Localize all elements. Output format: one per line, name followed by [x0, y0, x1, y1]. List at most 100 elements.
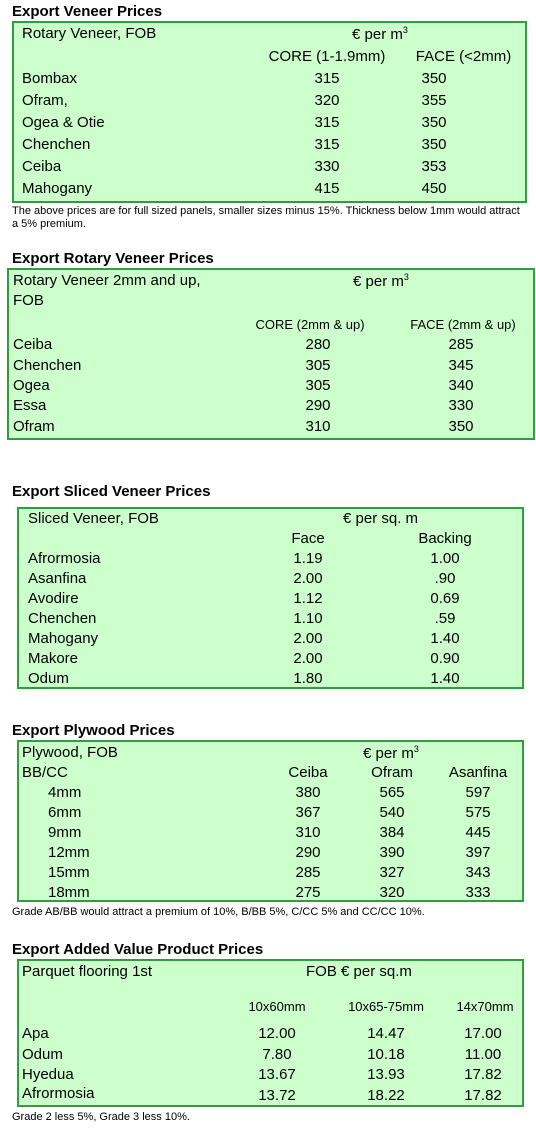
- sliced-row-name: Afrormosia: [28, 550, 101, 567]
- added-value-row-14x70: 17.82: [464, 1066, 502, 1083]
- rotary-row-core: 305: [305, 357, 331, 374]
- rotary-product-label-line1: Rotary Veneer 2mm and up,: [13, 272, 201, 289]
- added-value-row-10x60: 13.67: [258, 1066, 296, 1083]
- added-value-row-10x65-75: 10.18: [367, 1046, 405, 1063]
- sliced-col-header-face: Face: [291, 530, 325, 547]
- sliced-row-backing: .59: [434, 610, 456, 627]
- veneer-row-core: 315: [314, 114, 340, 131]
- veneer-row-name: Bombax: [22, 70, 78, 87]
- veneer-row-name: Ogea & Otie: [22, 114, 105, 131]
- sliced-price-box: [17, 507, 524, 689]
- rotary-product-label-line2: FOB: [13, 292, 44, 309]
- veneer-price-box: [12, 21, 527, 203]
- plywood-row-ofram: 540: [379, 804, 405, 821]
- plywood-row-asanfina: 575: [465, 804, 491, 821]
- added-value-row-name: Odum: [22, 1046, 63, 1063]
- section-title-veneer: Export Veneer Prices: [12, 3, 163, 20]
- plywood-unit-label: € per m3: [363, 744, 419, 762]
- rotary-row-name: Essa: [13, 397, 47, 414]
- sliced-row-backing: 1.40: [430, 670, 460, 687]
- veneer-col-header-face: FACE (<2mm): [415, 48, 512, 65]
- added-value-footnote: Grade 2 less 5%, Grade 3 less 10%.: [12, 1111, 190, 1123]
- plywood-row-thickness: 6mm: [48, 804, 82, 821]
- veneer-row-face: 355: [421, 92, 447, 109]
- plywood-row-asanfina: 397: [465, 844, 491, 861]
- veneer-product-label: Rotary Veneer, FOB: [22, 25, 157, 42]
- rotary-row-core: 310: [305, 418, 331, 435]
- added-value-row-name: Hyedua: [22, 1066, 74, 1083]
- added-value-row-name: Apa: [22, 1025, 49, 1042]
- rotary-row-face: 330: [448, 397, 474, 414]
- plywood-product-label: Plywood, FOB: [22, 744, 118, 761]
- veneer-row-face: 350: [421, 136, 447, 153]
- sliced-unit-label: € per sq. m: [343, 510, 419, 527]
- plywood-row-thickness: 9mm: [48, 824, 82, 841]
- sliced-row-face: 2.00: [293, 650, 323, 667]
- plywood-row-ofram: 384: [379, 824, 405, 841]
- added-value-row-10x65-75: 18.22: [367, 1087, 405, 1104]
- veneer-row-name: Mahogany: [22, 180, 93, 197]
- plywood-row-thickness: 4mm: [48, 784, 82, 801]
- added-value-row-10x65-75: 14.47: [367, 1025, 405, 1042]
- sliced-col-header-backing: Backing: [418, 530, 472, 547]
- sliced-row-name: Asanfina: [28, 570, 87, 587]
- added-value-row-10x60: 7.80: [262, 1046, 292, 1063]
- plywood-row-thickness: 15mm: [48, 864, 90, 881]
- plywood-price-box: [17, 740, 524, 902]
- sliced-product-label: Sliced Veneer, FOB: [28, 510, 159, 527]
- plywood-row-asanfina: 333: [465, 884, 491, 901]
- sliced-row-face: 2.00: [293, 570, 323, 587]
- plywood-row-ofram: 390: [379, 844, 405, 861]
- veneer-unit-label: € per m3: [352, 25, 408, 43]
- plywood-row-asanfina: 445: [465, 824, 491, 841]
- plywood-col-header-ceiba: Ceiba: [288, 764, 328, 781]
- added-value-unit-label: FOB € per sq.m: [306, 963, 412, 980]
- added-value-row-10x60: 12.00: [258, 1025, 296, 1042]
- veneer-row-name: Chenchen: [22, 136, 91, 153]
- veneer-row-name: Ceiba: [22, 158, 62, 175]
- rotary-price-box: [7, 268, 535, 440]
- rotary-row-face: 285: [448, 336, 474, 353]
- sliced-row-face: 1.10: [293, 610, 323, 627]
- plywood-row-ofram: 320: [379, 884, 405, 901]
- rotary-row-name: Chenchen: [13, 357, 82, 374]
- section-title-plywood: Export Plywood Prices: [12, 722, 175, 739]
- sliced-row-name: Odum: [28, 670, 69, 687]
- plywood-row-ceiba: 380: [295, 784, 321, 801]
- plywood-row-ceiba: 275: [295, 884, 321, 901]
- plywood-row-asanfina: 343: [465, 864, 491, 881]
- added-value-row-name: Afrormosia: [22, 1085, 95, 1102]
- veneer-row-face: 350: [421, 70, 447, 87]
- sliced-row-face: 1.80: [293, 670, 323, 687]
- plywood-footnote: Grade AB/BB would attract a premium of 1…: [12, 906, 425, 918]
- sliced-row-backing: 0.90: [430, 650, 460, 667]
- veneer-row-face: 450: [421, 180, 447, 197]
- sliced-row-name: Chenchen: [28, 610, 97, 627]
- added-value-row-14x70: 17.00: [464, 1025, 502, 1042]
- plywood-col-header-ofram: Ofram: [371, 764, 413, 781]
- sliced-row-face: 1.19: [293, 550, 323, 567]
- added-value-col-header-14x70: 14x70mm: [456, 999, 514, 1014]
- veneer-row-core: 330: [314, 158, 340, 175]
- rotary-row-face: 340: [448, 377, 474, 394]
- plywood-row-asanfina: 597: [465, 784, 491, 801]
- veneer-row-face: 353: [421, 158, 447, 175]
- sliced-row-backing: 1.40: [430, 630, 460, 647]
- sliced-row-face: 2.00: [293, 630, 323, 647]
- plywood-row-ofram: 565: [379, 784, 405, 801]
- added-value-row-10x65-75: 13.93: [367, 1066, 405, 1083]
- rotary-row-core: 280: [305, 336, 331, 353]
- veneer-row-core: 315: [314, 136, 340, 153]
- added-value-col-header-10x65-75: 10x65-75mm: [348, 999, 424, 1014]
- rotary-col-header-core: CORE (2mm & up): [255, 317, 365, 332]
- added-value-row-14x70: 17.82: [464, 1087, 502, 1104]
- rotary-row-face: 350: [448, 418, 474, 435]
- rotary-row-name: Ceiba: [13, 336, 53, 353]
- sliced-row-name: Avodire: [28, 590, 79, 607]
- plywood-col-header-asanfina: Asanfina: [448, 764, 508, 781]
- section-title-rotary: Export Rotary Veneer Prices: [12, 250, 214, 267]
- added-value-row-10x60: 13.72: [258, 1087, 296, 1104]
- sliced-row-face: 1.12: [293, 590, 323, 607]
- rotary-row-core: 305: [305, 377, 331, 394]
- rotary-row-core: 290: [305, 397, 331, 414]
